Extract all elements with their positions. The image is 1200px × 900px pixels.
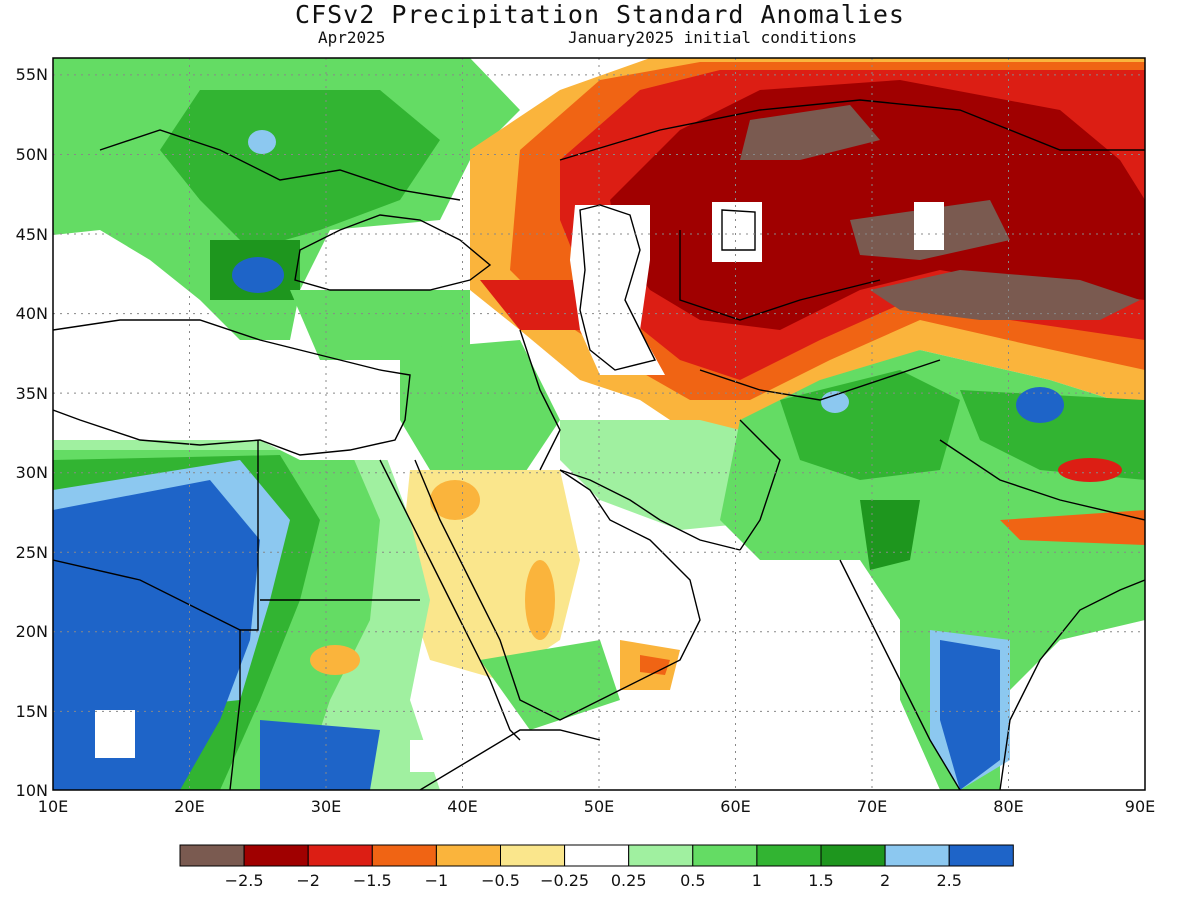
colorbar-swatch xyxy=(179,844,245,867)
egypt-dry xyxy=(310,645,360,675)
lat-label: 15N xyxy=(16,702,48,721)
central-asia-very-dry xyxy=(610,80,1145,330)
lat-label: 20N xyxy=(16,622,48,641)
caspian-coast xyxy=(579,204,657,371)
colorbar-swatch xyxy=(435,844,501,867)
colorbar-swatch xyxy=(307,844,373,867)
lon-label: 30E xyxy=(311,797,341,816)
colorbar-swatch xyxy=(756,844,822,867)
red-sea-coast xyxy=(379,459,521,741)
levant-wet xyxy=(400,340,560,480)
turkey-wet xyxy=(290,290,470,360)
india-south-very-wet xyxy=(940,640,1000,790)
balkans-very-wet xyxy=(232,257,284,293)
lat-label: 25N xyxy=(16,543,48,562)
map-title: CFSv2 Precipitation Standard Anomalies xyxy=(295,0,905,29)
colorbar-swatch xyxy=(948,844,1014,867)
europe-wet-core xyxy=(160,90,440,250)
black-sea-coast xyxy=(294,214,492,291)
colorbar-swatch xyxy=(371,844,437,867)
central-asia-extreme-dry xyxy=(740,105,880,160)
colorbar-label: −1 xyxy=(425,871,449,890)
colorbar-swatch xyxy=(564,844,630,867)
lon-label: 10E xyxy=(38,797,68,816)
colorbar-label: −1.5 xyxy=(353,871,392,890)
forecast-month: Apr2025 xyxy=(318,28,386,47)
country-border-4 xyxy=(679,230,881,321)
lat-label: 40N xyxy=(16,304,48,323)
country-border-7 xyxy=(939,439,1145,521)
coastlines xyxy=(53,99,1145,790)
turkey-east-dry xyxy=(480,280,600,330)
colorbar-label: 0.25 xyxy=(611,871,647,890)
lat-label: 10N xyxy=(16,781,48,800)
colorbar-label: 0.5 xyxy=(680,871,705,890)
lon-label: 50E xyxy=(584,797,614,816)
colorbar-label: −2 xyxy=(296,871,320,890)
colorbar-swatch xyxy=(243,844,309,867)
balkhash-gap xyxy=(914,202,944,250)
colorbar-swatch xyxy=(820,844,886,867)
arabia-dry-patch xyxy=(430,480,480,520)
gridlines xyxy=(53,58,1145,790)
lon-label: 90E xyxy=(1125,797,1155,816)
colorbar-swatch xyxy=(628,844,694,867)
chad-gap xyxy=(95,710,135,758)
colorbar-swatch xyxy=(500,844,566,867)
colorbar-swatch xyxy=(884,844,950,867)
longitude-labels: 10E 20E 30E 40E 50E 60E 70E 80E 90E xyxy=(38,797,1155,816)
lat-label: 55N xyxy=(16,65,48,84)
lat-label: 45N xyxy=(16,225,48,244)
map-frame xyxy=(52,57,1146,791)
eritrea-gap xyxy=(410,740,438,772)
tianshan-extreme-dry xyxy=(870,270,1140,320)
colorbar-label: −0.5 xyxy=(481,871,520,890)
arabia-dry-patch-2 xyxy=(525,560,555,640)
egypt-gap xyxy=(260,380,400,460)
himalaya-dry xyxy=(1058,458,1122,482)
lon-label: 80E xyxy=(993,797,1023,816)
country-border-10 xyxy=(559,99,1145,161)
pakistan-light-blue xyxy=(821,391,849,413)
pakistan-wet xyxy=(860,500,920,570)
lon-label: 20E xyxy=(174,797,204,816)
country-border-2 xyxy=(53,559,241,631)
aral-coast xyxy=(721,209,756,251)
sudan-very-wet xyxy=(260,720,380,790)
oman-red xyxy=(640,655,670,675)
lon-label: 40E xyxy=(447,797,477,816)
colorbar-label: 1.5 xyxy=(808,871,833,890)
persian-gulf-coast xyxy=(559,469,741,551)
colorbar-label: −0.25 xyxy=(540,871,589,890)
ukraine-light-blue xyxy=(248,130,276,154)
lat-label: 35N xyxy=(16,384,48,403)
latitude-labels: 55N 50N 45N 40N 35N 30N 25N 20N 15N 10N xyxy=(16,65,48,800)
lon-label: 70E xyxy=(857,797,887,816)
colorbar-swatch xyxy=(692,844,758,867)
colorbar-label: 2.5 xyxy=(936,871,961,890)
country-border-6 xyxy=(739,419,781,551)
colorbar-label: 2 xyxy=(880,871,890,890)
lat-label: 30N xyxy=(16,463,48,482)
arabia-coast xyxy=(414,459,701,721)
lat-label: 50N xyxy=(16,145,48,164)
himalaya-orange-band xyxy=(1000,510,1145,545)
india-central-gap xyxy=(700,560,940,790)
initial-conditions: January2025 initial conditions xyxy=(568,28,857,47)
tibet-wet xyxy=(960,390,1145,480)
lon-label: 60E xyxy=(720,797,750,816)
colorbar: −2.5 −2 −1.5 −1 −0.5 −0.25 0.25 0.5 1 1.5 2 2.5 xyxy=(179,844,1014,890)
colorbar-label: 1 xyxy=(752,871,762,890)
country-border-9 xyxy=(99,129,461,201)
country-border-8 xyxy=(519,329,561,471)
mediterranean-coast xyxy=(53,319,411,456)
tibet-very-wet xyxy=(1016,387,1064,423)
country-border-5 xyxy=(699,359,941,401)
colorbar-label: −2.5 xyxy=(225,871,264,890)
africa-horn-coast xyxy=(419,729,601,790)
anomaly-field xyxy=(53,58,1145,790)
